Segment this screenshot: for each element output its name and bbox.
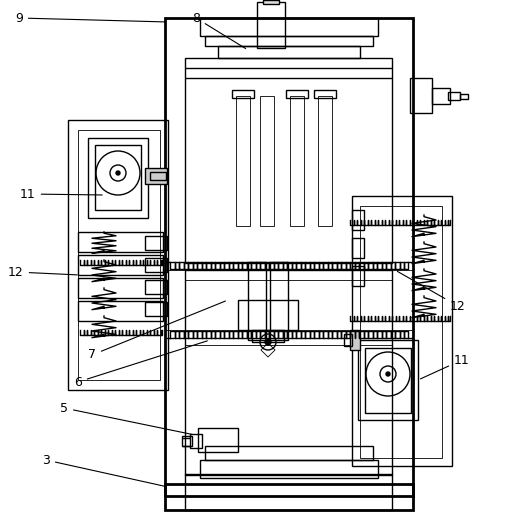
Bar	[352, 196, 452, 466]
Bar	[432, 88, 450, 104]
Bar	[238, 300, 298, 330]
Bar	[290, 96, 304, 226]
Bar	[460, 94, 468, 99]
Bar	[150, 172, 166, 180]
Text: 7: 7	[88, 301, 226, 362]
Bar	[352, 238, 364, 258]
Circle shape	[386, 372, 390, 376]
Bar	[95, 145, 141, 210]
Bar	[218, 46, 360, 58]
Bar	[448, 92, 460, 100]
Text: 11: 11	[20, 188, 102, 201]
Bar	[236, 96, 250, 226]
Bar	[145, 236, 167, 250]
Bar	[410, 78, 432, 113]
Text: 3: 3	[42, 453, 165, 486]
Bar	[182, 436, 192, 446]
Bar	[205, 36, 373, 46]
Bar	[78, 232, 163, 252]
Bar	[318, 96, 332, 226]
Bar	[252, 330, 284, 342]
Bar	[78, 255, 163, 275]
Bar	[190, 434, 202, 448]
Bar	[165, 484, 413, 496]
Bar	[68, 120, 168, 390]
Bar	[200, 460, 378, 478]
Bar	[78, 301, 163, 321]
Bar	[358, 340, 418, 420]
Text: 12: 12	[397, 271, 466, 312]
Bar	[365, 348, 411, 413]
Bar	[350, 330, 360, 350]
Bar	[198, 428, 238, 452]
Bar	[145, 302, 167, 316]
Bar	[205, 446, 373, 460]
Bar	[286, 90, 308, 98]
Bar	[145, 258, 167, 272]
Bar	[248, 262, 266, 340]
Bar	[165, 18, 413, 510]
Text: 12: 12	[8, 266, 77, 278]
Circle shape	[265, 339, 271, 345]
Text: 6: 6	[74, 341, 207, 388]
Bar	[185, 270, 392, 475]
Bar	[263, 0, 279, 4]
Bar	[232, 90, 254, 98]
Text: 5: 5	[60, 401, 192, 434]
Bar	[145, 168, 167, 184]
Bar	[145, 280, 167, 294]
Text: 9: 9	[15, 12, 165, 25]
Bar	[352, 266, 364, 286]
Bar	[314, 90, 336, 98]
Text: 8: 8	[192, 12, 245, 49]
Bar	[78, 278, 163, 298]
Bar	[200, 18, 378, 36]
Bar	[344, 334, 352, 346]
Bar	[78, 130, 160, 380]
Bar	[88, 138, 148, 218]
Bar	[270, 262, 288, 340]
Bar	[185, 58, 392, 263]
Text: 11: 11	[421, 354, 470, 379]
Bar	[257, 2, 285, 48]
Circle shape	[116, 171, 120, 175]
Bar	[260, 96, 274, 226]
Bar	[360, 206, 442, 458]
Bar	[352, 210, 364, 230]
Bar	[185, 474, 392, 510]
